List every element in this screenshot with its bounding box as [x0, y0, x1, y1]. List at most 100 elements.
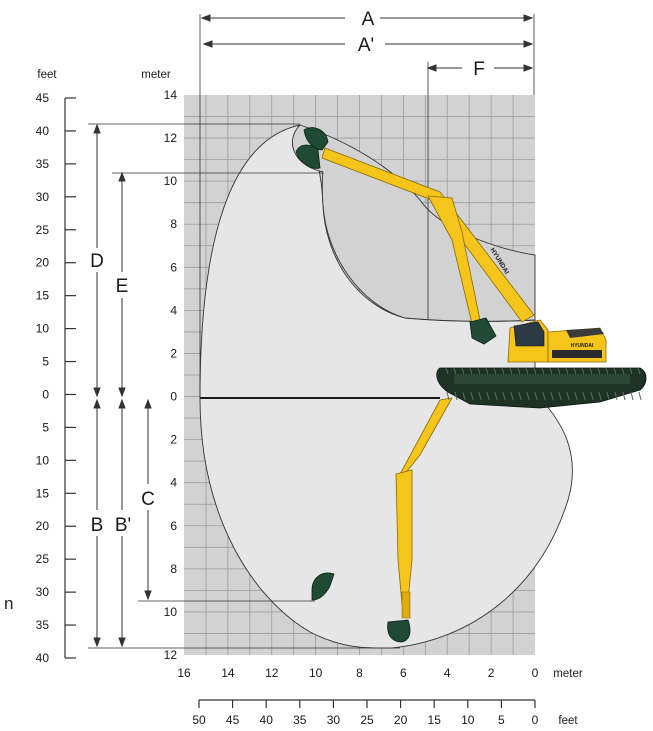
unit-label-feet-left: feet: [37, 69, 57, 81]
track-grouser: [454, 391, 458, 401]
track-grouser: [509, 367, 513, 375]
feet-tick-label: 5: [42, 355, 49, 369]
track-grouser: [518, 391, 522, 401]
bottom-meter-tick-label: 2: [488, 666, 495, 680]
track-grouser: [630, 391, 634, 401]
meter-tick-label: 2: [170, 433, 177, 447]
unit-label-meter-left: meter: [141, 69, 171, 81]
axis-ticks: 4540353025201510505101520253035401412108…: [36, 88, 539, 727]
bucket-icon: [387, 619, 411, 643]
feet-tick-label: 20: [36, 256, 50, 270]
dim-label-a: A: [362, 9, 375, 30]
inner-envelope: [291, 124, 536, 322]
feet-tick-label: 25: [36, 223, 50, 237]
bottom-meter-tick-label: 16: [177, 666, 191, 680]
dim-label-a-prime: A': [358, 35, 374, 56]
feet-tick-label: 15: [36, 486, 50, 500]
excavator-body: HYUNDAI: [507, 319, 607, 363]
track-grouser: [486, 391, 490, 401]
bottom-feet-tick-label: 40: [260, 713, 274, 726]
dim-label-e: E: [116, 276, 129, 297]
track-grouser: [493, 367, 497, 375]
bottom-feet-tick-label: 50: [192, 713, 206, 726]
feet-tick-label: 5: [42, 420, 49, 434]
bottom-meter-tick-label: 10: [309, 666, 323, 680]
track-grouser: [614, 391, 618, 401]
horizontal-dimensions: [200, 14, 534, 72]
track-grouser: [565, 367, 569, 375]
track-grouser: [533, 367, 537, 375]
bottom-feet-tick-label: 0: [532, 713, 539, 726]
meter-tick-label: 12: [164, 131, 178, 145]
track-grouser: [478, 391, 482, 401]
dim-label-d: D: [90, 251, 104, 272]
bottom-meter-tick-label: 6: [400, 666, 407, 680]
meter-tick-label: 2: [170, 346, 177, 360]
track-grouser: [446, 391, 450, 401]
track-grouser: [638, 391, 642, 401]
meter-tick-label: 6: [170, 519, 177, 533]
track-grouser: [526, 391, 530, 401]
meter-tick-label: 4: [170, 303, 177, 317]
meter-tick-label: 14: [164, 88, 178, 102]
bottom-feet-tick-label: 30: [327, 713, 341, 726]
unit-label-meter-bottom: meter: [553, 668, 583, 680]
bucket-icon: [295, 144, 321, 169]
track-grouser: [622, 391, 626, 401]
bottom-meter-tick-label: 0: [532, 666, 539, 680]
track-grouser: [541, 367, 545, 375]
bottom-feet-tick-label: 5: [498, 713, 505, 726]
track-grouser: [574, 391, 578, 401]
bottom-feet-tick-label: 35: [293, 713, 307, 726]
dim-label-b: B: [91, 515, 104, 536]
bucket-icon: [469, 317, 497, 345]
reference-lines: [88, 14, 535, 649]
feet-tick-label: 30: [36, 585, 50, 599]
track-grouser: [621, 367, 625, 375]
bottom-feet-tick-label: 15: [428, 713, 442, 726]
track-grouser: [501, 367, 505, 375]
track-grouser: [453, 367, 457, 375]
track-grouser: [598, 391, 602, 401]
track-grouser: [582, 391, 586, 401]
track-grouser: [558, 391, 562, 401]
feet-tick-label: 10: [36, 453, 50, 467]
cab-logo: HYUNDAI: [571, 343, 594, 349]
track-grouser: [566, 391, 570, 401]
bucket-icon: [311, 572, 335, 601]
track-grouser: [517, 367, 521, 375]
track-grouser: [605, 367, 609, 375]
track-grouser: [613, 367, 617, 375]
feet-tick-label: 40: [36, 124, 50, 138]
feet-tick-label: 15: [36, 289, 50, 303]
track-grouser: [597, 367, 601, 375]
meter-tick-label: 4: [170, 476, 177, 490]
dim-label-b-prime: B': [115, 515, 131, 536]
dig-attachment: [311, 397, 453, 643]
track-grouser: [534, 391, 538, 401]
meter-tick-label: 12: [164, 648, 178, 662]
bottom-feet-tick-label: 10: [461, 713, 475, 726]
unit-label-feet-bottom: feet: [558, 715, 578, 726]
bottom-feet-tick-label: 20: [394, 713, 408, 726]
track-grouser: [485, 367, 489, 375]
meter-tick-label: 10: [164, 605, 178, 619]
dim-label-f: F: [473, 59, 485, 80]
track-grouser: [589, 367, 593, 375]
bottom-feet-tick-label: 25: [360, 713, 374, 726]
track-grouser: [550, 391, 554, 401]
track-grouser: [637, 367, 641, 375]
meter-tick-label: 8: [170, 217, 177, 231]
feet-tick-label: 35: [36, 618, 50, 632]
meter-tick-label: 10: [164, 174, 178, 188]
track-grouser: [525, 367, 529, 375]
track-grouser: [581, 367, 585, 375]
bucket-icon: [303, 127, 329, 151]
track-grouser: [494, 391, 498, 401]
feet-tick-label: 40: [36, 651, 50, 665]
track-grouser: [573, 367, 577, 375]
feet-tick-label: 25: [36, 552, 50, 566]
bottom-feet-tick-label: 45: [226, 713, 240, 726]
